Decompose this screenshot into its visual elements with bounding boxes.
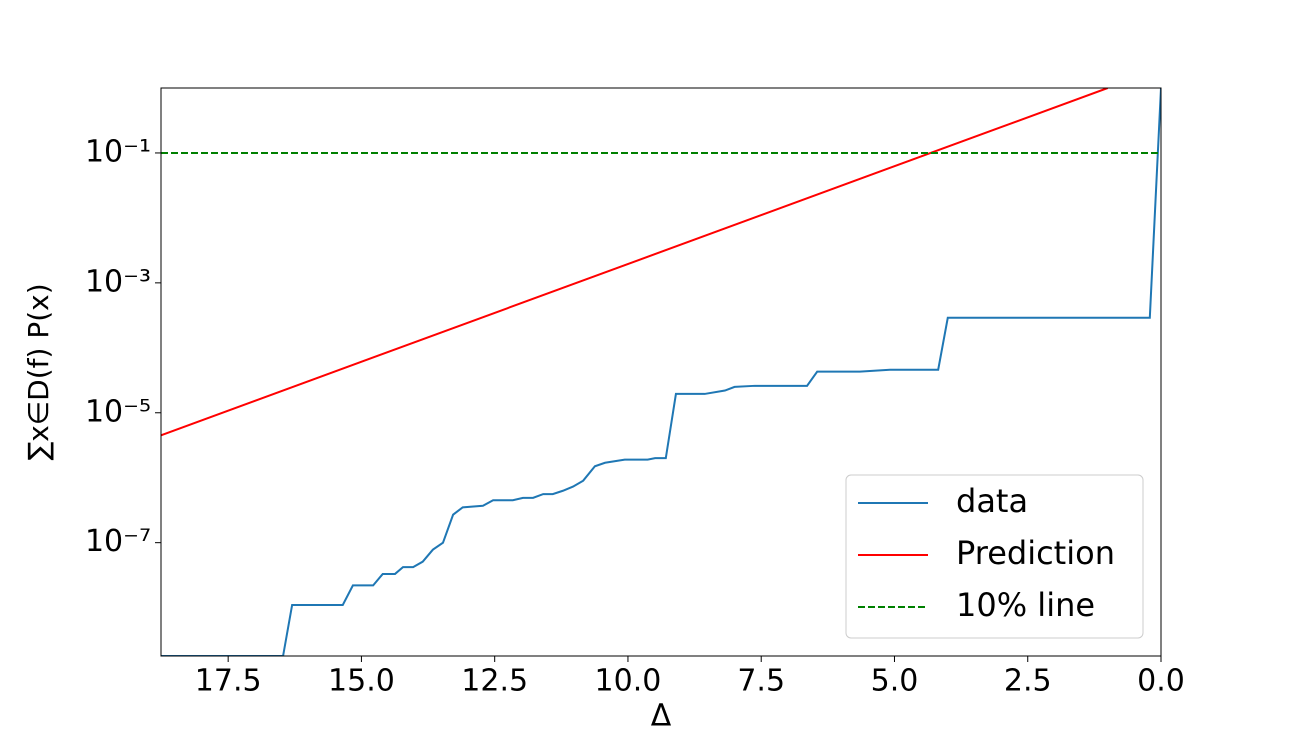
x-tick-label: 15.0 bbox=[328, 664, 395, 699]
legend-box bbox=[845, 474, 1144, 639]
y-tick-label: 10⁻⁷ bbox=[85, 524, 151, 559]
x-tick-label: 12.5 bbox=[461, 664, 528, 699]
x-tick-label: 2.5 bbox=[1004, 664, 1052, 699]
legend-label: data bbox=[956, 482, 1028, 520]
y-tick-label: 10⁻⁵ bbox=[85, 394, 151, 429]
series-line bbox=[161, 88, 1109, 437]
x-tick-label: 7.5 bbox=[737, 664, 785, 699]
y-tick-label: 10⁻¹ bbox=[85, 134, 151, 169]
x-tick-label: 5.0 bbox=[871, 664, 919, 699]
plot-frame bbox=[160, 87, 1162, 657]
y-tick-label: 10⁻³ bbox=[85, 264, 151, 299]
y-axis-label: ∑x∈D(f) P(x) bbox=[22, 283, 55, 460]
x-tick-label: 17.5 bbox=[195, 664, 262, 699]
plot-area bbox=[161, 88, 1161, 656]
legend-label: 10% line bbox=[956, 586, 1095, 624]
x-tick-label: 10.0 bbox=[595, 664, 662, 699]
x-tick-label: 0.0 bbox=[1137, 664, 1185, 699]
series-line bbox=[161, 88, 1161, 656]
legend-label: Prediction bbox=[956, 534, 1115, 572]
x-axis-label: Δ bbox=[651, 699, 672, 734]
